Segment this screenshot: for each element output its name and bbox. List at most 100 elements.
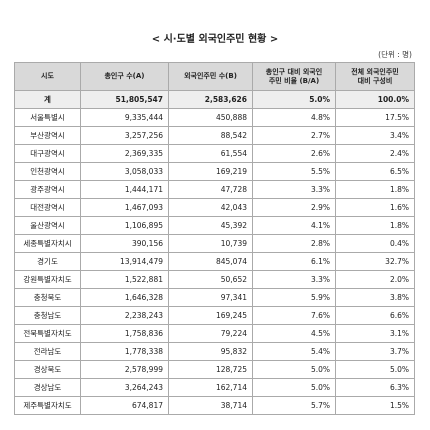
value-cell: 2.9% xyxy=(252,198,336,217)
value-cell: 42,043 xyxy=(168,198,253,217)
region-cell: 전북특별자치도 xyxy=(14,324,81,343)
value-cell: 1,522,881 xyxy=(80,270,169,289)
value-cell: 6.6% xyxy=(335,306,415,325)
table-row: 광주광역시 1,444,171 47,728 3.3% 1.8% xyxy=(14,180,415,199)
table-row: 제주특별자치도 674,817 38,714 5.7% 1.5% xyxy=(14,396,415,415)
value-cell: 2.8% xyxy=(252,234,336,253)
header-row: 시도 총인구 수(A) 외국인주민 수(B) 총인구 대비 외국인 주민 비율 (B/… xyxy=(14,62,415,91)
value-cell: 10,739 xyxy=(168,234,253,253)
value-cell: 2.6% xyxy=(252,144,336,163)
value-cell: 3.4% xyxy=(335,126,415,145)
value-cell: 845,074 xyxy=(168,252,253,271)
value-cell: 674,817 xyxy=(80,396,169,415)
value-cell: 97,341 xyxy=(168,288,253,307)
value-cell: 2.7% xyxy=(252,126,336,145)
value-cell: 2,583,626 xyxy=(168,90,253,109)
value-cell: 5.7% xyxy=(252,396,336,415)
value-cell: 1.8% xyxy=(335,216,415,235)
table-row: 경상남도 3,264,243 162,714 5.0% 6.3% xyxy=(14,378,415,397)
value-cell: 1,444,171 xyxy=(80,180,169,199)
value-cell: 5.0% xyxy=(252,378,336,397)
value-cell: 100.0% xyxy=(335,90,415,109)
value-cell: 3.8% xyxy=(335,288,415,307)
value-cell: 3,058,033 xyxy=(80,162,169,181)
value-cell: 13,914,479 xyxy=(80,252,169,271)
title: < 시·도별 외국인주민 현황 > xyxy=(151,34,279,45)
value-cell: 2,369,335 xyxy=(80,144,169,163)
region-cell: 대전광역시 xyxy=(14,198,81,217)
table: 시도 총인구 수(A) 외국인주민 수(B) 총인구 대비 외국인 주민 비율 (B/… xyxy=(14,62,415,415)
table-row: 경기도 13,914,479 845,074 6.1% 32.7% xyxy=(14,252,415,271)
value-cell: 7.6% xyxy=(252,306,336,325)
value-cell: 4.5% xyxy=(252,324,336,343)
value-cell: 6.3% xyxy=(335,378,415,397)
value-cell: 3.1% xyxy=(335,324,415,343)
unit: (단위 : 명) xyxy=(378,50,412,59)
table-row: 강원특별자치도 1,522,881 50,652 3.3% 2.0% xyxy=(14,270,415,289)
column-header: 전체 외국인주민 대비 구성비 xyxy=(335,62,415,91)
table-row: 부산광역시 3,257,256 88,542 2.7% 3.4% xyxy=(14,126,415,145)
value-cell: 79,224 xyxy=(168,324,253,343)
table-row: 세종특별자치시 390,156 10,739 2.8% 0.4% xyxy=(14,234,415,253)
table-row: 경상북도 2,578,999 128,725 5.0% 5.0% xyxy=(14,360,415,379)
region-cell: 충청남도 xyxy=(14,306,81,325)
table-row: 충청남도 2,238,243 169,245 7.6% 6.6% xyxy=(14,306,415,325)
value-cell: 0.4% xyxy=(335,234,415,253)
value-cell: 1.6% xyxy=(335,198,415,217)
value-cell: 6.5% xyxy=(335,162,415,181)
value-cell: 450,888 xyxy=(168,108,253,127)
value-cell: 2,238,243 xyxy=(80,306,169,325)
value-cell: 88,542 xyxy=(168,126,253,145)
column-header: 총인구 수(A) xyxy=(80,62,169,91)
value-cell: 2.0% xyxy=(335,270,415,289)
value-cell: 128,725 xyxy=(168,360,253,379)
value-cell: 4.1% xyxy=(252,216,336,235)
column-header: 외국인주민 수(B) xyxy=(168,62,253,91)
value-cell: 390,156 xyxy=(80,234,169,253)
value-cell: 5.0% xyxy=(252,90,336,109)
region-cell: 경기도 xyxy=(14,252,81,271)
value-cell: 3.7% xyxy=(335,342,415,361)
table-row: 전라남도 1,778,338 95,832 5.4% 3.7% xyxy=(14,342,415,361)
value-cell: 5.0% xyxy=(335,360,415,379)
value-cell: 169,219 xyxy=(168,162,253,181)
region-cell: 경상남도 xyxy=(14,378,81,397)
value-cell: 162,714 xyxy=(168,378,253,397)
value-cell: 3,264,243 xyxy=(80,378,169,397)
value-cell: 1,758,836 xyxy=(80,324,169,343)
table-row: 대전광역시 1,467,093 42,043 2.9% 1.6% xyxy=(14,198,415,217)
region-cell: 울산광역시 xyxy=(14,216,81,235)
value-cell: 61,554 xyxy=(168,144,253,163)
region-cell: 제주특별자치도 xyxy=(14,396,81,415)
value-cell: 6.1% xyxy=(252,252,336,271)
column-header: 시도 xyxy=(14,62,81,91)
value-cell: 51,805,547 xyxy=(80,90,169,109)
region-cell: 세종특별자치시 xyxy=(14,234,81,253)
value-cell: 5.4% xyxy=(252,342,336,361)
value-cell: 3.3% xyxy=(252,270,336,289)
region-cell: 서울특별시 xyxy=(14,108,81,127)
column-header: 총인구 대비 외국인 주민 비율 (B/A) xyxy=(252,62,336,91)
value-cell: 38,714 xyxy=(168,396,253,415)
value-cell: 1,106,895 xyxy=(80,216,169,235)
region-cell: 인천광역시 xyxy=(14,162,81,181)
value-cell: 1.8% xyxy=(335,180,415,199)
region-cell: 부산광역시 xyxy=(14,126,81,145)
region-cell: 전라남도 xyxy=(14,342,81,361)
value-cell: 45,392 xyxy=(168,216,253,235)
table-row: 서울특별시 9,335,444 450,888 4.8% 17.5% xyxy=(14,108,415,127)
value-cell: 1,467,093 xyxy=(80,198,169,217)
region-cell: 계 xyxy=(14,90,81,109)
table-row: 전북특별자치도 1,758,836 79,224 4.5% 3.1% xyxy=(14,324,415,343)
value-cell: 1,646,328 xyxy=(80,288,169,307)
table-row: 계 51,805,547 2,583,626 5.0% 100.0% xyxy=(14,90,415,109)
table-row: 울산광역시 1,106,895 45,392 4.1% 1.8% xyxy=(14,216,415,235)
value-cell: 5.0% xyxy=(252,360,336,379)
table-row: 대구광역시 2,369,335 61,554 2.6% 2.4% xyxy=(14,144,415,163)
value-cell: 50,652 xyxy=(168,270,253,289)
table-row: 인천광역시 3,058,033 169,219 5.5% 6.5% xyxy=(14,162,415,181)
value-cell: 5.9% xyxy=(252,288,336,307)
value-cell: 2,578,999 xyxy=(80,360,169,379)
table-row: 충청북도 1,646,328 97,341 5.9% 3.8% xyxy=(14,288,415,307)
